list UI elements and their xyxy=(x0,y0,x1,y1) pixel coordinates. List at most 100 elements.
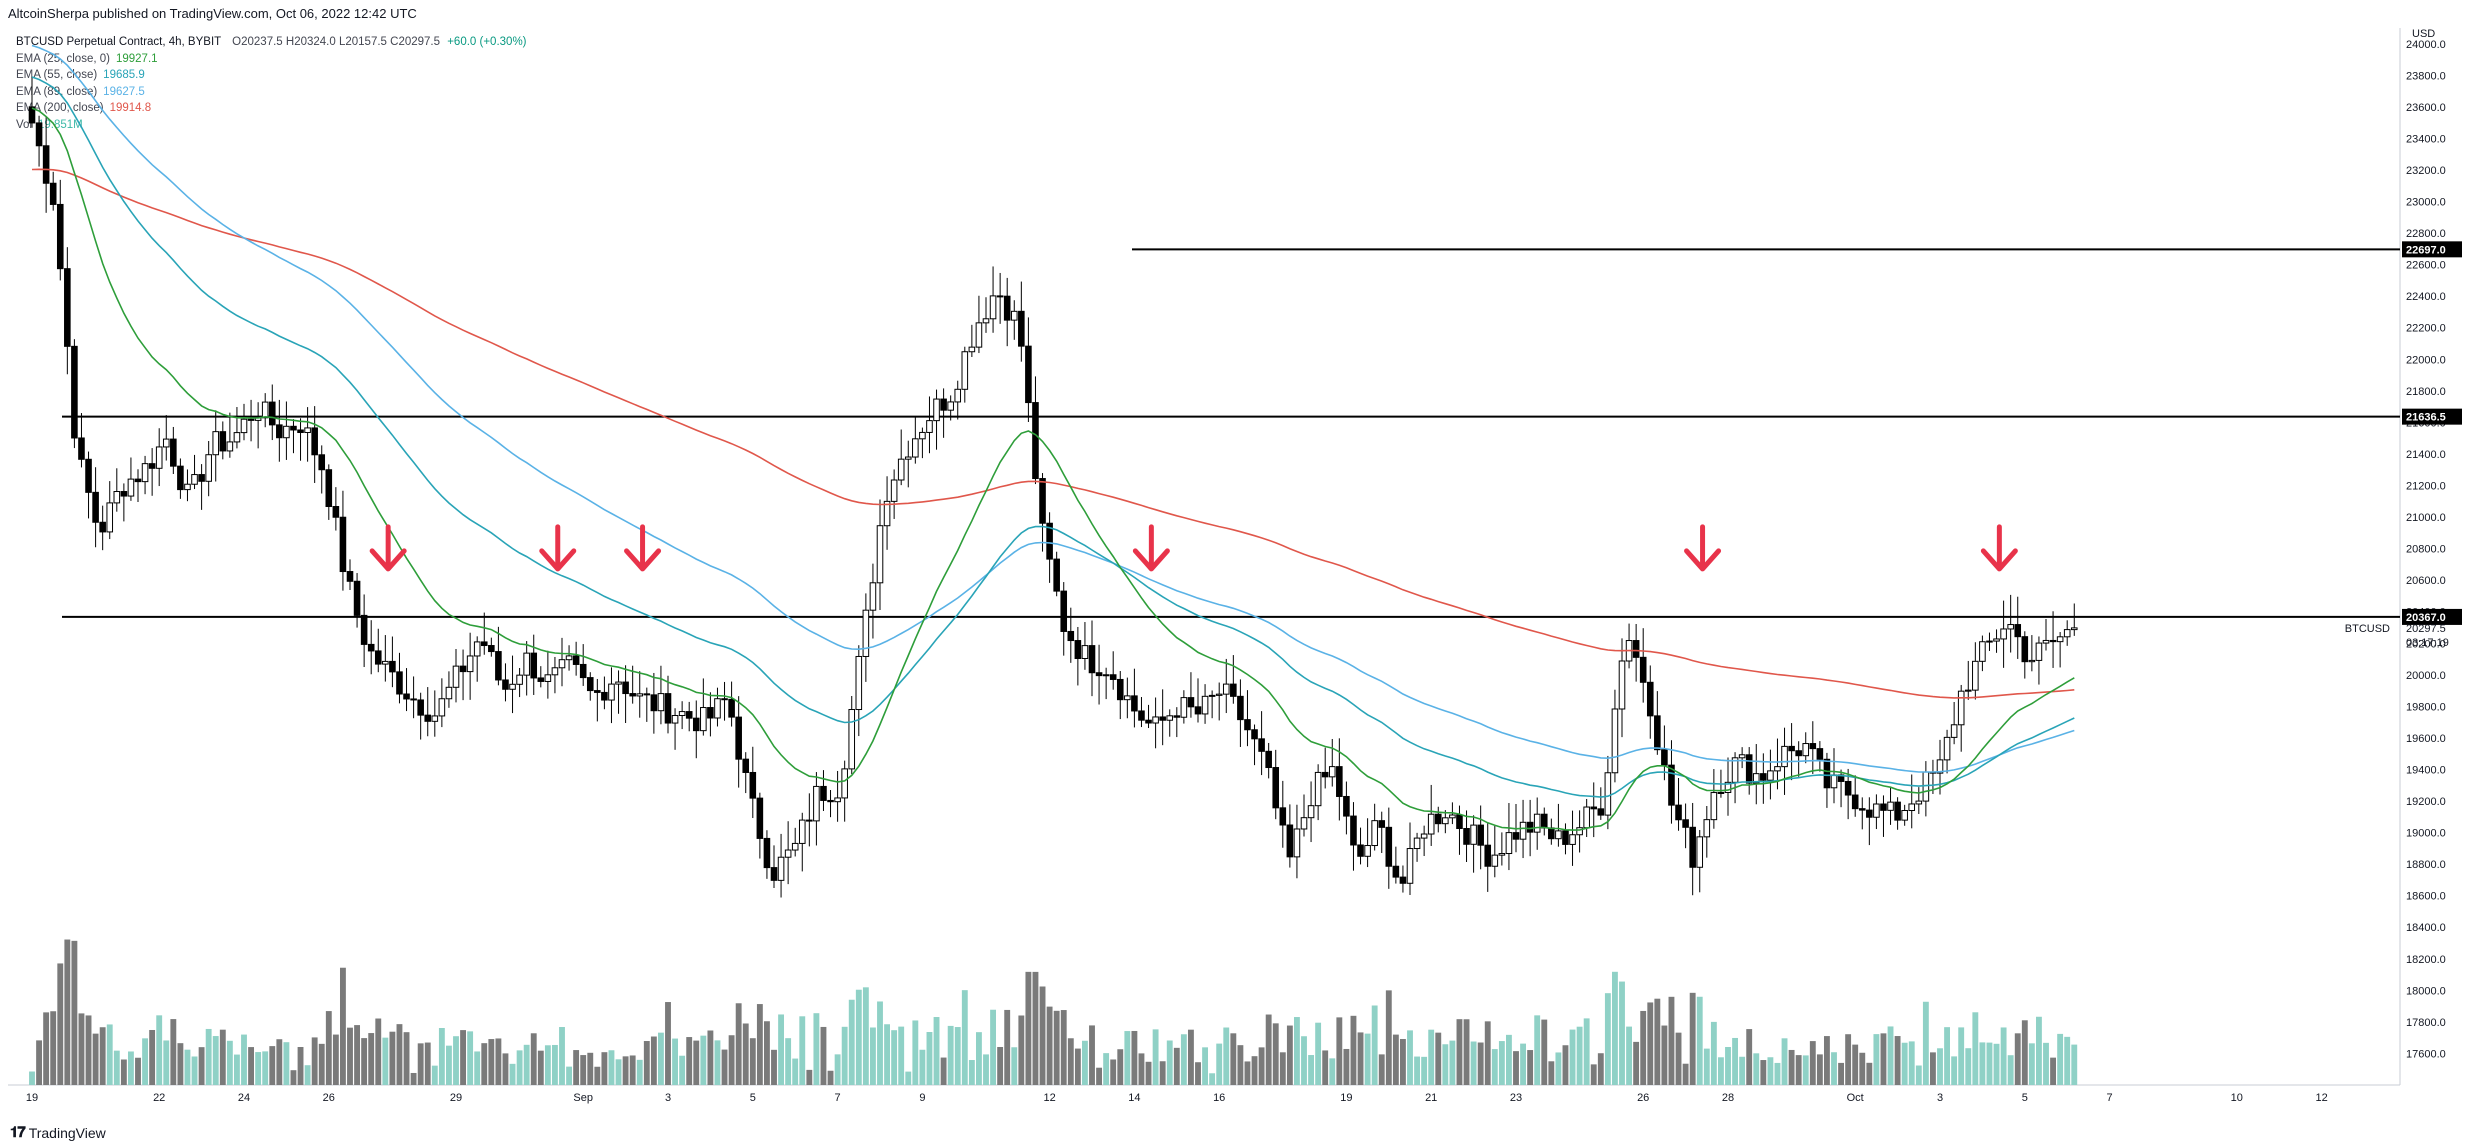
volume-bar xyxy=(1456,1019,1463,1085)
volume-bar xyxy=(869,1027,876,1085)
time-tick-label: 12 xyxy=(2315,1092,2327,1104)
volume-bar xyxy=(1435,1032,1442,1085)
volume-bar xyxy=(1604,993,1611,1085)
candle-body xyxy=(523,652,530,676)
candle-body xyxy=(1159,716,1166,721)
volume-bar xyxy=(566,1066,573,1085)
volume-bar xyxy=(1428,1029,1435,1085)
candle-body xyxy=(1760,773,1767,781)
candle-body xyxy=(473,641,481,657)
candle-body xyxy=(827,799,834,803)
price-tick-label: 22600.0 xyxy=(2406,260,2446,272)
legend-ema25[interactable]: EMA (25, close, 0) 19927.1 xyxy=(16,51,527,68)
candle-body xyxy=(1512,832,1520,840)
volume-bar xyxy=(608,1050,615,1085)
volume-bar xyxy=(594,1066,601,1085)
candle-body xyxy=(989,295,997,320)
candle-body xyxy=(1618,660,1626,710)
volume-bar xyxy=(1399,1038,1406,1085)
volume-bar xyxy=(2064,1036,2071,1085)
candle-body xyxy=(1025,345,1032,404)
volume-bar xyxy=(1470,1041,1477,1085)
candle-body xyxy=(770,867,778,881)
indicator-label: EMA (25, close, 0) xyxy=(16,52,110,65)
candle-body xyxy=(212,431,220,456)
rejection-arrow-head xyxy=(539,548,577,572)
volume-bar xyxy=(1823,1036,1830,1085)
volume-bar xyxy=(749,1038,756,1085)
volume-bar xyxy=(410,1072,417,1085)
candle-body xyxy=(162,438,170,448)
time-tick-label: 26 xyxy=(1637,1092,1649,1104)
candle-body xyxy=(1364,845,1371,857)
volume-bar xyxy=(573,1050,580,1085)
candle-body xyxy=(1703,819,1711,838)
indicator-value: 19627.5 xyxy=(103,85,145,98)
volume-bar xyxy=(1491,1049,1498,1085)
volume-bar xyxy=(311,1037,318,1085)
volume-bar xyxy=(1703,1048,1710,1085)
volume-bar xyxy=(1802,1055,1809,1085)
tradingview-logo[interactable]: 𝟏𝟕 TradingView xyxy=(10,1124,106,1141)
volume-bar xyxy=(1760,1060,1767,1085)
volume-bar xyxy=(1583,1018,1590,1085)
volume-bar xyxy=(665,1002,671,1085)
volume-bar xyxy=(1145,1061,1152,1085)
candle-body xyxy=(1293,828,1301,858)
candle-body xyxy=(1286,824,1294,858)
candle-body xyxy=(933,398,940,422)
candle-body xyxy=(565,655,573,661)
candle-body xyxy=(615,681,622,685)
rejection-arrow-head xyxy=(369,548,407,572)
candle-body xyxy=(1173,715,1181,718)
candle-body xyxy=(1858,808,1866,811)
volume-bar xyxy=(1640,1010,1647,1085)
candle-body xyxy=(714,698,721,719)
candle-body xyxy=(367,643,375,652)
ema-55-line xyxy=(31,76,2075,798)
candle-body xyxy=(551,667,559,676)
candle-body xyxy=(1986,640,1993,643)
candle-body xyxy=(1555,830,1562,840)
candle-body xyxy=(876,525,884,584)
candle-body xyxy=(509,683,516,690)
volume-bar xyxy=(1343,1048,1350,1085)
symbol-row[interactable]: BTCUSD Perpetual Contract, 4h, BYBIT O20… xyxy=(16,34,527,51)
volume-bar xyxy=(530,1033,537,1085)
last-price-countdown: 03:17:19 xyxy=(2406,637,2449,649)
candle-body xyxy=(904,456,912,460)
volume-bar xyxy=(1039,986,1046,1085)
legend-volume[interactable]: Vol 19.851M xyxy=(16,117,527,134)
volume-bar xyxy=(1689,992,1696,1085)
volume-bar xyxy=(1096,1067,1103,1085)
candle-body xyxy=(318,454,326,471)
candle-body xyxy=(410,698,417,701)
candle-body xyxy=(1102,674,1110,677)
volume-bar xyxy=(64,939,71,1085)
volume-bar xyxy=(1301,1036,1307,1085)
candle-body xyxy=(1548,827,1555,840)
level-price-label: 22697.0 xyxy=(2406,244,2446,256)
volume-bar xyxy=(771,1049,777,1085)
candle-body xyxy=(1222,683,1230,695)
volume-bar xyxy=(1675,1032,1682,1085)
candle-body xyxy=(1745,754,1753,784)
candle-body xyxy=(1187,697,1195,708)
volume-bar xyxy=(587,1052,594,1085)
volume-bar xyxy=(198,1047,205,1085)
candle-body xyxy=(1336,766,1343,797)
volume-bar xyxy=(848,999,855,1085)
volume-bar xyxy=(290,1070,297,1085)
volume-bar xyxy=(940,1057,947,1085)
volume-bar xyxy=(1124,1031,1131,1085)
price-tick-label: 18800.0 xyxy=(2406,859,2446,871)
level-price-label: 20367.0 xyxy=(2406,612,2446,624)
candle-body xyxy=(685,711,693,719)
volume-bar xyxy=(756,1004,763,1085)
candle-body xyxy=(1131,695,1138,712)
candle-body xyxy=(700,707,707,732)
volume-bar xyxy=(516,1050,523,1085)
candle-body xyxy=(2049,639,2057,643)
rejection-arrow-head xyxy=(624,548,662,572)
